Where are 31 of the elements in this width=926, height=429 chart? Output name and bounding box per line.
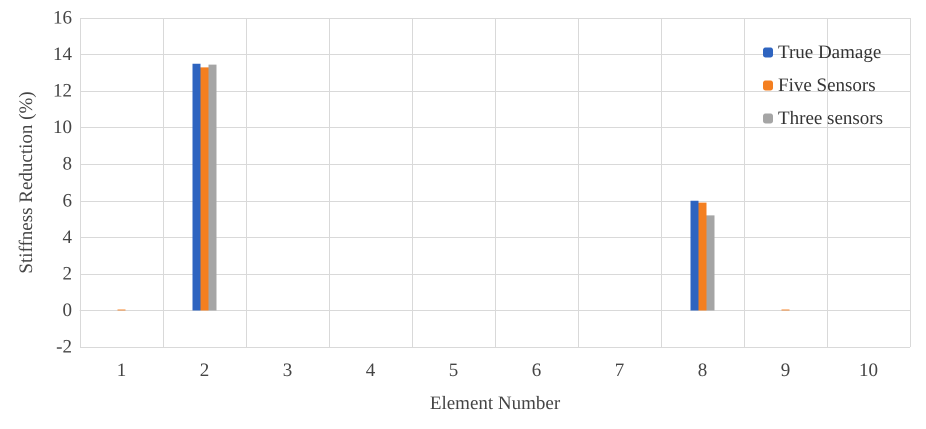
y-tick-label: 4 <box>62 226 72 248</box>
y-tick-label: 8 <box>62 154 72 175</box>
x-tick-label: 4 <box>366 360 376 381</box>
x-tick-label: 5 <box>448 360 458 381</box>
x-tick-label: 10 <box>859 360 878 381</box>
y-tick-label: 10 <box>53 117 72 138</box>
y-tick-label: 14 <box>53 44 72 66</box>
x-tick-label: 6 <box>532 360 542 381</box>
bar <box>192 64 200 310</box>
x-tick-label: 2 <box>200 360 210 381</box>
x-tick-label: 8 <box>698 360 708 381</box>
y-tick-label: -2 <box>56 336 72 358</box>
legend-label: Five Sensors <box>778 75 876 96</box>
x-tick-label: 3 <box>282 360 292 381</box>
y-tick-label: 0 <box>62 300 72 321</box>
y-tick-label: 2 <box>62 263 72 284</box>
x-tick-label: 9 <box>780 360 790 381</box>
legend-label: Three sensors <box>778 108 884 129</box>
bar <box>200 67 208 310</box>
bar <box>698 202 706 310</box>
bar <box>706 215 714 310</box>
y-tick-label: 12 <box>53 80 72 102</box>
x-tick-label: 1 <box>116 360 126 381</box>
x-tick-label: 7 <box>614 360 624 381</box>
y-axis-title: Stiffness Reduction (%) <box>16 91 37 274</box>
bar <box>690 200 698 310</box>
y-tick-label: 16 <box>53 8 72 28</box>
legend-label: True Damage <box>778 42 882 63</box>
x-axis-title: Element Number <box>430 393 561 414</box>
bar <box>208 64 216 310</box>
y-tick-label: 6 <box>62 190 72 212</box>
